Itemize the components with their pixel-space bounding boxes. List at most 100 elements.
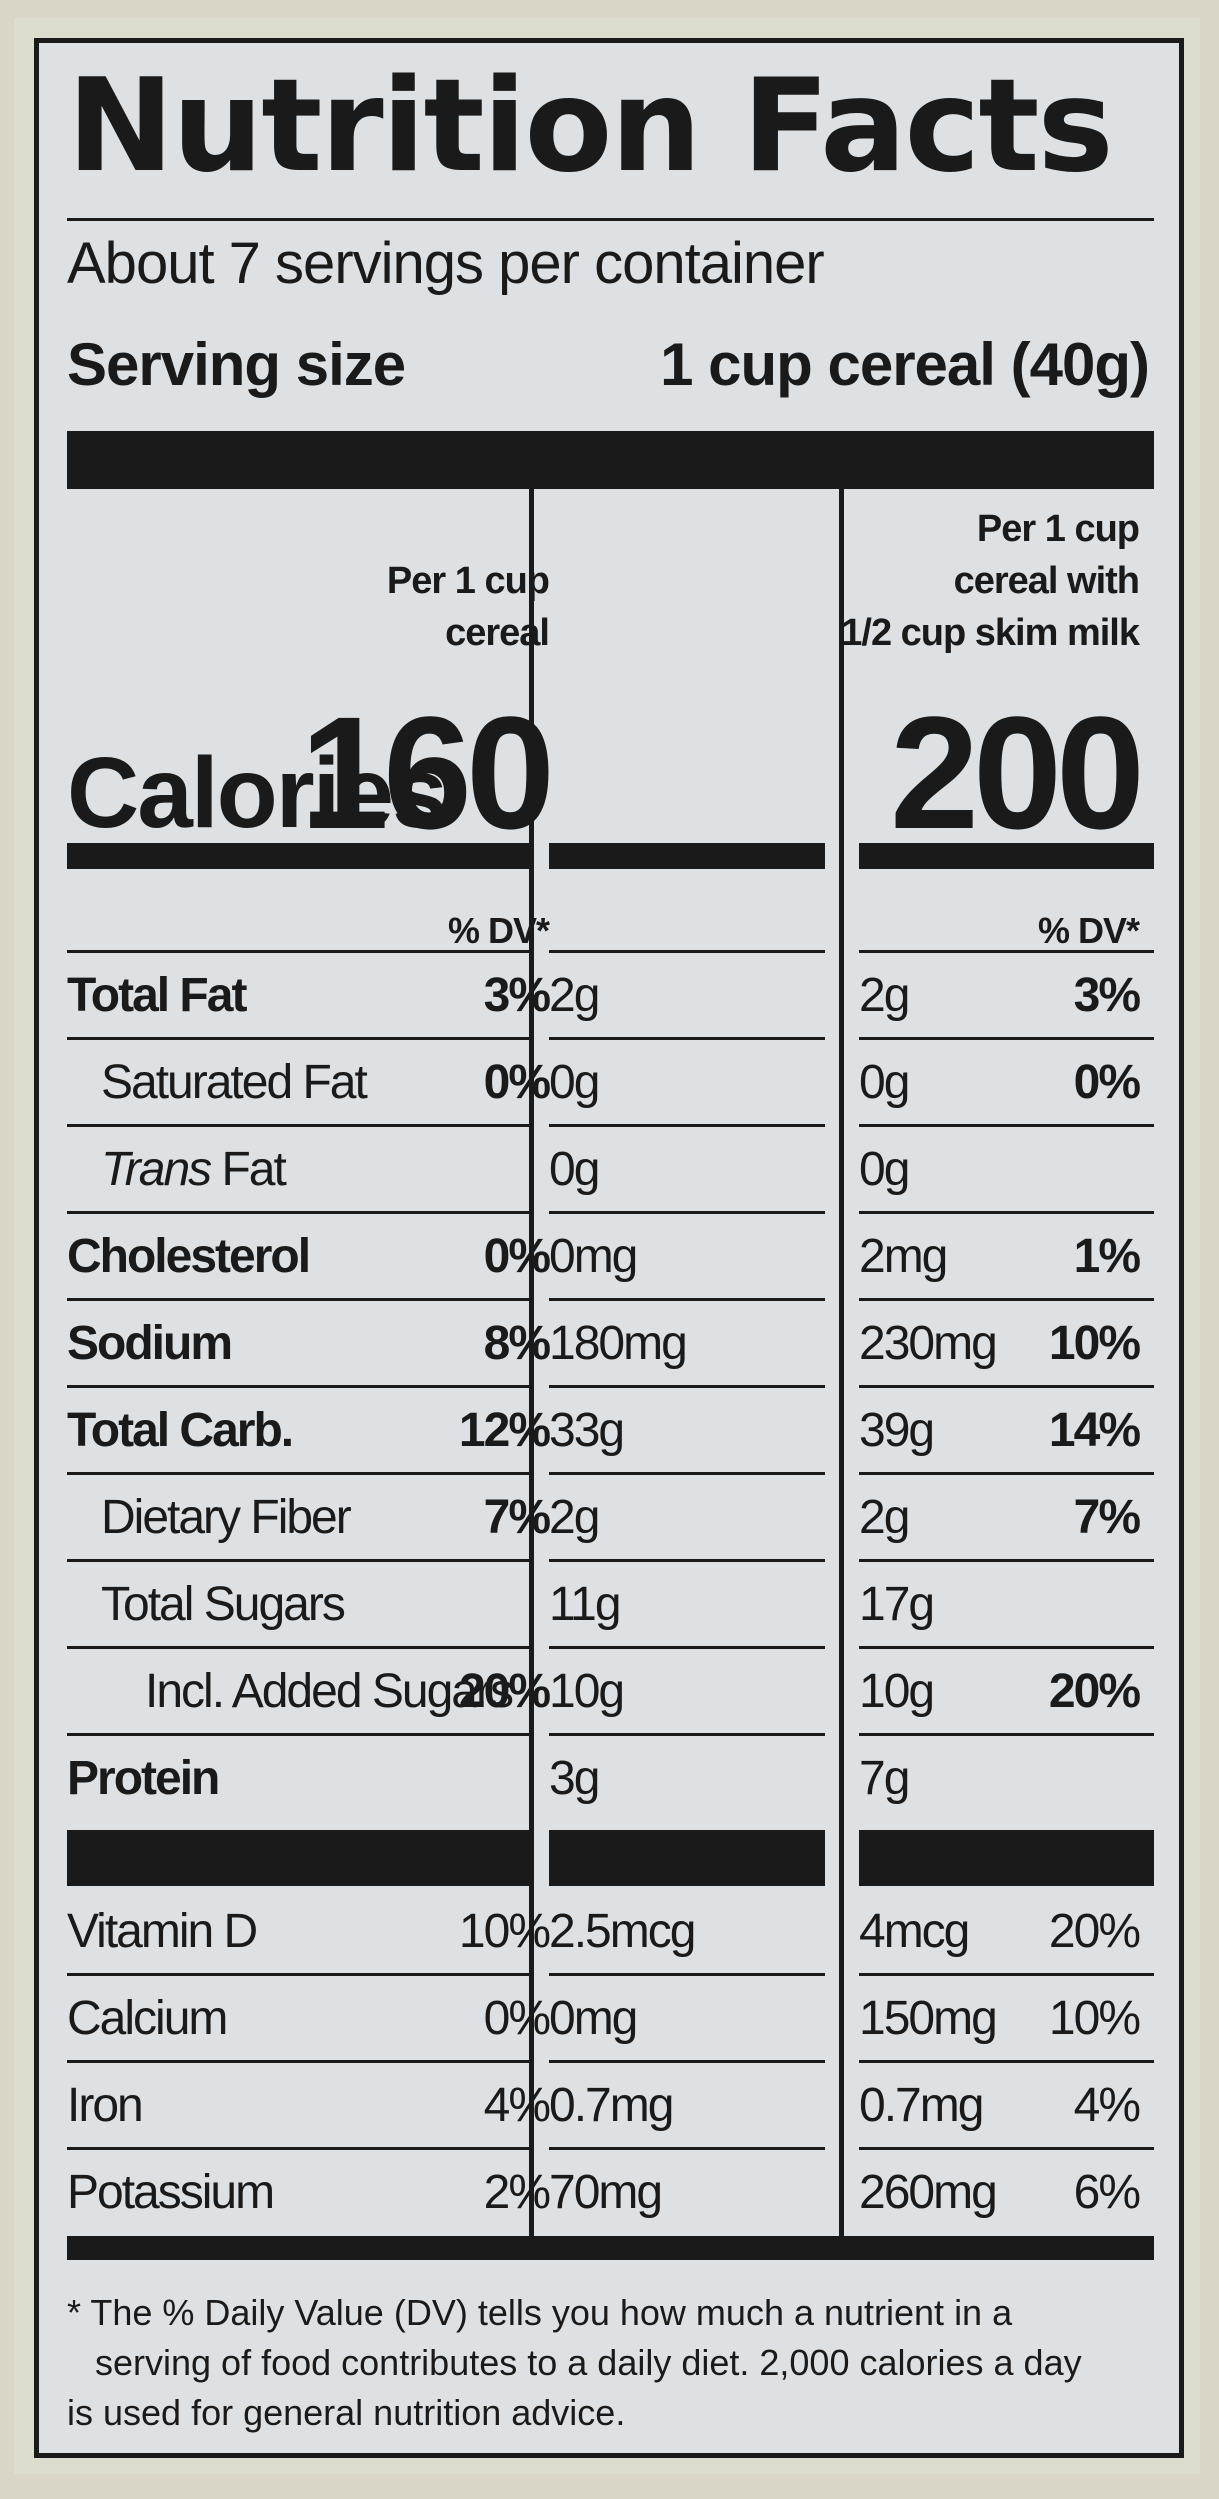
thick-bar-calories-3 (859, 843, 1154, 869)
row-divider (859, 2060, 1154, 2063)
row-divider (859, 1646, 1154, 1649)
amount-column-1: 0g (549, 1143, 600, 1196)
amount-column-2: 39g (859, 1404, 935, 1457)
row-divider (859, 950, 1154, 953)
percent-dv-column-2: 4% (1073, 2079, 1141, 2132)
row-divider (549, 1298, 825, 1301)
percent-dv-column-2: 14% (1048, 1404, 1141, 1457)
nutrient-name: Incl. Added Sugars (145, 1668, 514, 1716)
column-divider-2 (839, 489, 844, 2236)
amount-column-2: 230mg (859, 1317, 998, 1370)
percent-dv-column-1: 2% (483, 2166, 551, 2219)
percent-dv-column-2: 7% (1073, 1491, 1141, 1544)
percent-dv-column-2: 0% (1073, 1056, 1141, 1109)
column-2-header-line: Per 1 cup (976, 508, 1140, 550)
row-divider (67, 1646, 529, 1649)
thick-bar-vitamins-2 (549, 1830, 825, 1886)
percent-dv-column-1: 20% (458, 1665, 551, 1718)
amount-column-1: 2g (549, 1491, 600, 1544)
nutrient-name: Protein (67, 1752, 220, 1805)
column-2-header-line: cereal with (953, 560, 1140, 602)
column-1-header-line: Per 1 cup (386, 560, 550, 602)
nutrient-name-text: Dietary Fiber (101, 1491, 352, 1544)
nutrient-name-text: Sodium (67, 1317, 233, 1370)
percent-dv-column-2: 1% (1073, 1230, 1141, 1283)
percent-dv-column-1: 10% (458, 1905, 551, 1958)
vitamin-name: Iron (67, 2079, 144, 2132)
nutrient-name-text: Saturated Fat (101, 1056, 368, 1109)
amount-column-2: 10g (859, 1665, 935, 1718)
amount-column-1: 0g (549, 1056, 600, 1109)
amount-column-2: 260mg (859, 2166, 998, 2219)
nutrient-name-italic: Trans (101, 1143, 212, 1196)
calories-value-column-1: 160 (300, 683, 555, 862)
row-divider (549, 1037, 825, 1040)
row-divider (67, 2147, 529, 2150)
percent-dv-column-2: 6% (1073, 2166, 1141, 2219)
footnote: * The % Daily Value (DV) tells you how m… (67, 2288, 1147, 2438)
footnote-line: serving of food contributes to a daily d… (95, 2342, 1082, 2383)
percent-dv-column-1: 0% (483, 1992, 551, 2045)
amount-column-2: 2g (859, 1491, 910, 1544)
row-divider (549, 1646, 825, 1649)
footnote-line: * The % Daily Value (DV) tells you how m… (67, 2292, 1013, 2333)
nutrient-name-text: Total Fat (67, 969, 247, 1022)
thick-bar-calories-2 (549, 843, 825, 869)
nutrition-facts-label: Nutrition Facts About 7 servings per con… (34, 38, 1184, 2458)
row-divider (67, 1298, 529, 1301)
dv-header-column-1: % DV* (447, 910, 550, 951)
nutrient-name-text: Fat (210, 1143, 286, 1196)
row-divider (549, 950, 825, 953)
servings-per-container: About 7 servings per container (67, 231, 825, 296)
amount-column-1: 0mg (549, 1230, 638, 1283)
row-divider (549, 2147, 825, 2150)
amount-column-2: 0g (859, 1056, 910, 1109)
vitamin-name: Calcium (67, 1992, 228, 2045)
thick-bar-calories-1 (67, 843, 529, 869)
calories-label: Calories (67, 737, 448, 849)
nutrient-name: Cholesterol (67, 1233, 311, 1281)
nutrient-name: Total Fat (67, 969, 247, 1022)
row-divider (859, 1973, 1154, 1976)
percent-dv-column-2: 10% (1048, 1317, 1141, 1370)
amount-column-2: 17g (859, 1578, 935, 1631)
row-divider (67, 1385, 529, 1388)
row-divider (67, 950, 529, 953)
amount-column-2: 2mg (859, 1230, 948, 1283)
row-divider (859, 2147, 1154, 2150)
amount-column-1: 180mg (549, 1317, 688, 1370)
percent-dv-column-1: 0% (483, 1230, 551, 1283)
vitamin-name: Potassium (67, 2166, 275, 2219)
footnote-line: is used for general nutrition advice. (67, 2392, 626, 2433)
amount-column-1: 0mg (549, 1992, 638, 2045)
row-divider (549, 1385, 825, 1388)
nutrient-name-text: Protein (67, 1752, 220, 1805)
percent-dv-column-1: 0% (483, 1056, 551, 1109)
nutrient-name: Total Carb. (67, 1407, 294, 1455)
row-divider (67, 1472, 529, 1475)
amount-column-1: 33g (549, 1404, 625, 1457)
row-divider (549, 1211, 825, 1214)
percent-dv-column-1: 4% (483, 2079, 551, 2132)
amount-column-1: 2g (549, 969, 600, 1022)
amount-column-1: 2.5mcg (549, 1905, 696, 1958)
amount-column-2: 0g (859, 1143, 910, 1196)
row-divider (67, 1037, 529, 1040)
amount-column-1: 10g (549, 1665, 625, 1718)
amount-column-2: 0.7mg (859, 2079, 984, 2132)
nutrient-name: Total Sugars (101, 1581, 346, 1629)
thick-bar-vitamins-1 (67, 1830, 529, 1886)
vitamin-name: Vitamin D (67, 1905, 258, 1958)
nutrient-name: Saturated Fat (101, 1056, 368, 1109)
percent-dv-column-1: 12% (458, 1404, 551, 1457)
row-divider (859, 1037, 1154, 1040)
row-divider (859, 1559, 1154, 1562)
percent-dv-column-1: 7% (483, 1491, 551, 1544)
amount-column-1: 3g (549, 1752, 600, 1805)
row-divider (859, 1211, 1154, 1214)
column-1-header-line: cereal (445, 612, 550, 654)
percent-dv-column-2: 10% (1048, 1992, 1141, 2045)
column-1-header: Per 1 cup cereal (386, 555, 550, 659)
amount-column-2: 7g (859, 1752, 910, 1805)
row-divider (67, 1211, 529, 1214)
